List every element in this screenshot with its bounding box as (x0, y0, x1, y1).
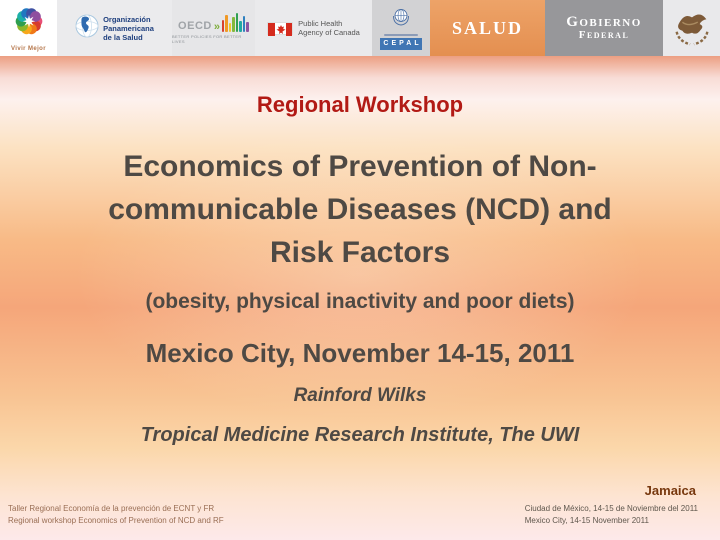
paho-globe-icon (75, 14, 99, 43)
footer-left-line-2: Regional workshop Economics of Preventio… (8, 515, 224, 525)
presenter-country: Jamaica (644, 483, 696, 498)
footer-left-line-1: Taller Regional Economía de la prevenció… (8, 504, 215, 513)
header-logo-strip: Vivir Mejor Organización Panamericana de… (0, 0, 720, 56)
cepal-wordmark: CEPAL (380, 37, 422, 50)
presenter-name: Rainford Wilks (293, 385, 427, 406)
footer-right-line-2: Mexico City, 14-15 November 2011 (524, 515, 649, 525)
slide-subtitle: (obesity, physical inactivity and poor d… (145, 290, 575, 313)
phac-text: Public Health Agency of Canada (298, 19, 360, 37)
footer-right-line-1: Ciudad de México, 14-15 de Noviembre del… (524, 504, 698, 513)
oecd-acronym: OECD (178, 20, 212, 32)
title-line-3: Risk Factors (269, 236, 451, 269)
paho-line-3: de la Salud (103, 32, 143, 42)
title-line-1: Economics of Prevention of Non- (123, 150, 597, 183)
vivir-mejor-label: Vivir Mejor (11, 46, 46, 52)
presenter-institute: Tropical Medicine Research Institute, Th… (140, 424, 580, 446)
logo-vivir-mejor: Vivir Mejor (0, 0, 57, 56)
gobierno-line-1: Gobierno (566, 14, 642, 30)
phac-line-2: Agency of Canada (298, 28, 360, 37)
un-emblem-icon (391, 7, 411, 32)
un-caption-line (384, 33, 418, 36)
salud-wordmark: SALUD (451, 17, 523, 38)
paho-line-1: Organización (103, 14, 151, 24)
slide-title: Economics of Prevention of Non- communic… (0, 145, 720, 274)
gobierno-line-2: Federal (578, 29, 630, 41)
oecd-50-bars-icon (221, 12, 249, 32)
logo-gobierno-federal: Gobierno Federal (545, 0, 663, 56)
paho-line-2: Panamericana (103, 23, 154, 33)
logo-phac: Public Health Agency of Canada (255, 0, 372, 56)
kicker-regional-workshop: Regional Workshop (256, 92, 464, 117)
oecd-logo-row: OECD » (178, 12, 249, 33)
logo-oecd: OECD » BETTER POLICIES FOR BETTER LIVES (172, 0, 255, 56)
mexican-eagle-seal-icon (669, 3, 715, 54)
slide-background (0, 56, 720, 540)
event-location-date: Mexico City, November 14-15, 2011 (145, 338, 575, 368)
footer-left: Taller Regional Economía de la prevenció… (8, 503, 224, 526)
logo-paho: Organización Panamericana de la Salud (57, 0, 172, 56)
paho-text: Organización Panamericana de la Salud (103, 15, 154, 42)
title-line-2: communicable Diseases (NCD) and (108, 193, 612, 226)
logo-salud: SALUD (430, 0, 545, 56)
footer-right: Ciudad de México, 14-15 de Noviembre del… (525, 503, 698, 526)
canada-flag-icon (267, 21, 294, 36)
oecd-chevrons-icon: » (213, 21, 220, 33)
oecd-tagline: BETTER POLICIES FOR BETTER LIVES (172, 34, 242, 44)
logo-cepal: CEPAL (372, 0, 430, 56)
vivir-mejor-pinwheel-icon (13, 7, 45, 44)
logo-mexican-seal (663, 0, 720, 56)
phac-line-1: Public Health (298, 19, 343, 28)
